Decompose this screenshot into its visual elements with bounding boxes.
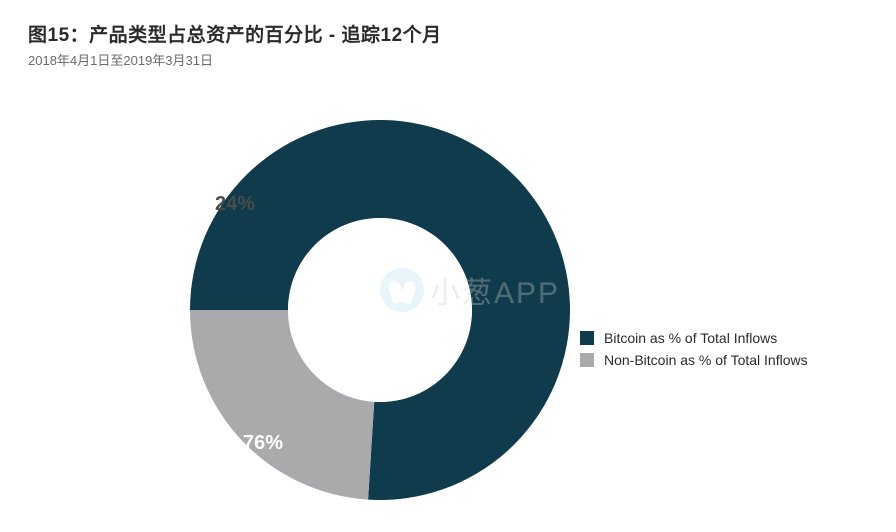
legend-text-1: Non-Bitcoin as % of Total Inflows — [604, 352, 808, 368]
chart-title: 图15：产品类型占总资产的百分比 - 追踪12个月 — [28, 20, 442, 47]
donut-svg — [180, 110, 580, 510]
legend-swatch-1 — [580, 353, 594, 367]
legend-text-0: Bitcoin as % of Total Inflows — [604, 330, 777, 346]
donut-chart: 76% 24% — [180, 110, 580, 510]
slice-label-1: 24% — [215, 193, 255, 216]
chart-subtitle: 2018年4月1日至2019年3月31日 — [28, 50, 213, 69]
legend: Bitcoin as % of Total Inflows Non-Bitcoi… — [580, 330, 808, 374]
legend-item-1: Non-Bitcoin as % of Total Inflows — [580, 352, 808, 368]
legend-item-0: Bitcoin as % of Total Inflows — [580, 330, 808, 346]
slice-label-0: 76% — [243, 432, 283, 455]
legend-swatch-0 — [580, 331, 594, 345]
